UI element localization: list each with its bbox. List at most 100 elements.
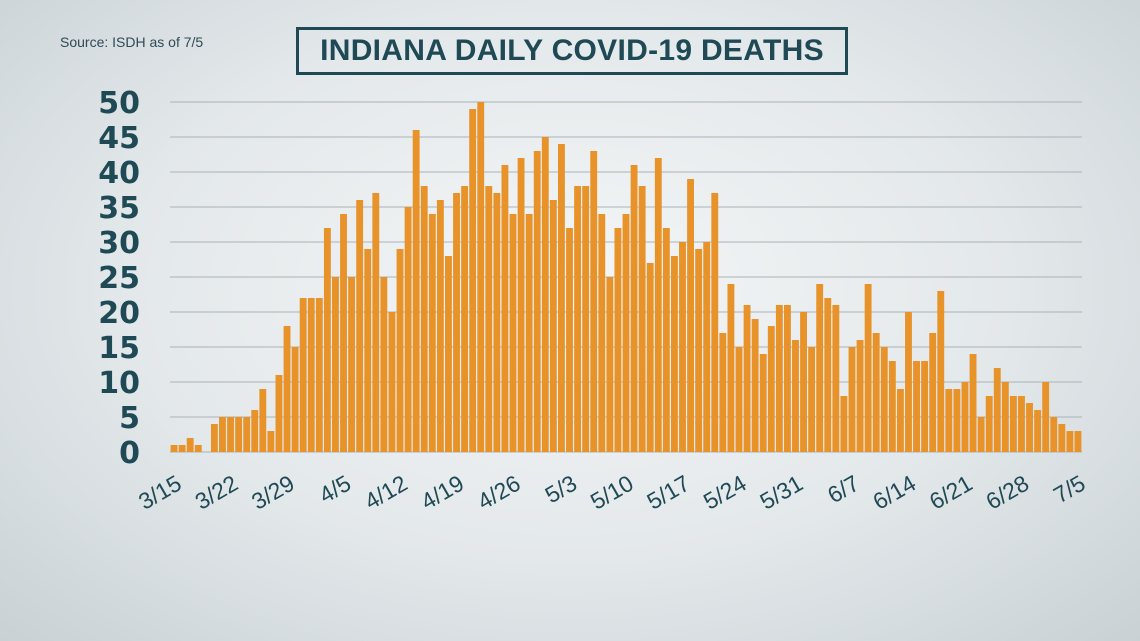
x-tick-label: 5/17 bbox=[642, 470, 694, 515]
bar bbox=[743, 305, 751, 452]
bar bbox=[445, 256, 452, 452]
bar bbox=[1026, 403, 1033, 452]
bar bbox=[719, 333, 727, 452]
bar bbox=[638, 186, 646, 452]
x-tick-label: 5/10 bbox=[586, 470, 638, 515]
bar bbox=[654, 158, 662, 452]
bar bbox=[1018, 396, 1025, 452]
y-tick-label: 0 bbox=[119, 436, 140, 471]
bar bbox=[307, 298, 315, 452]
bar bbox=[323, 228, 331, 452]
y-tick-label: 10 bbox=[98, 366, 140, 401]
bar bbox=[533, 151, 541, 452]
bar bbox=[695, 249, 703, 452]
bar bbox=[453, 193, 460, 452]
bar bbox=[291, 347, 299, 452]
bar bbox=[372, 193, 380, 452]
bar bbox=[275, 375, 283, 452]
bar bbox=[646, 263, 654, 452]
bar bbox=[711, 193, 719, 452]
y-tick-label: 35 bbox=[98, 191, 140, 226]
bar bbox=[1001, 382, 1009, 452]
bar bbox=[170, 445, 178, 452]
bar bbox=[622, 214, 630, 452]
bar bbox=[235, 417, 243, 452]
bar bbox=[356, 200, 364, 452]
bar bbox=[525, 214, 533, 452]
bar bbox=[767, 326, 775, 452]
bar bbox=[210, 424, 218, 452]
bar bbox=[388, 312, 396, 452]
bar bbox=[340, 214, 347, 452]
bar bbox=[808, 347, 816, 452]
bar bbox=[872, 333, 880, 452]
y-tick-label: 50 bbox=[98, 86, 140, 121]
x-tick-label: 6/28 bbox=[981, 470, 1033, 515]
bar bbox=[929, 333, 937, 452]
bar bbox=[614, 228, 622, 452]
bar bbox=[816, 284, 824, 452]
source-note: Source: ISDH as of 7/5 bbox=[60, 34, 204, 50]
bar bbox=[1042, 382, 1050, 452]
x-tick-label: 6/14 bbox=[868, 470, 920, 515]
bar bbox=[558, 144, 565, 452]
bar bbox=[590, 151, 598, 452]
x-tick-label: 3/29 bbox=[247, 470, 299, 515]
bar bbox=[1058, 424, 1066, 452]
bar bbox=[993, 368, 1001, 452]
bar bbox=[840, 396, 848, 452]
bar bbox=[259, 389, 267, 452]
bar bbox=[1074, 431, 1082, 452]
x-tick-label: 3/15 bbox=[134, 470, 186, 515]
bar bbox=[501, 165, 509, 452]
bar bbox=[283, 326, 291, 452]
bar bbox=[404, 207, 412, 452]
bar bbox=[792, 340, 799, 452]
bar bbox=[267, 431, 275, 452]
bar bbox=[477, 102, 485, 452]
x-tick-label: 6/7 bbox=[823, 470, 864, 509]
bar bbox=[888, 361, 896, 452]
bar bbox=[493, 193, 501, 452]
x-tick-label: 5/31 bbox=[755, 470, 807, 515]
bar bbox=[735, 347, 743, 452]
bar bbox=[566, 228, 573, 452]
bars bbox=[170, 102, 1082, 452]
bar bbox=[436, 200, 444, 452]
bar bbox=[582, 186, 590, 452]
bar bbox=[783, 305, 791, 452]
bar bbox=[332, 277, 339, 452]
bar bbox=[1050, 417, 1058, 452]
bar bbox=[517, 158, 525, 452]
bar bbox=[509, 214, 517, 452]
bar bbox=[727, 284, 735, 452]
bar bbox=[630, 165, 638, 452]
bar bbox=[1034, 410, 1042, 452]
bar bbox=[880, 347, 888, 452]
bar bbox=[1066, 431, 1074, 452]
bar bbox=[251, 410, 259, 452]
bar bbox=[670, 256, 678, 452]
bar bbox=[1009, 396, 1017, 452]
bar bbox=[461, 186, 469, 452]
bar bbox=[420, 186, 428, 452]
bar bbox=[913, 361, 920, 452]
bar bbox=[662, 228, 670, 452]
bar bbox=[921, 361, 929, 452]
bar bbox=[194, 445, 202, 452]
bar bbox=[751, 319, 759, 452]
y-tick-label: 15 bbox=[98, 331, 140, 366]
x-tick-label: 5/24 bbox=[699, 470, 751, 515]
bar bbox=[178, 445, 186, 452]
bar bbox=[864, 284, 872, 452]
bar bbox=[186, 438, 194, 452]
x-tick-label: 4/26 bbox=[473, 470, 525, 515]
bar bbox=[348, 277, 356, 452]
x-axis-ticks: 3/15 3/22 3/29 4/5 4/12 4/19 4/26 5/3 5/10 5/17 5/… bbox=[134, 470, 1090, 515]
bar bbox=[243, 417, 251, 452]
bar bbox=[985, 396, 993, 452]
bar bbox=[687, 179, 694, 452]
bar bbox=[953, 389, 961, 452]
